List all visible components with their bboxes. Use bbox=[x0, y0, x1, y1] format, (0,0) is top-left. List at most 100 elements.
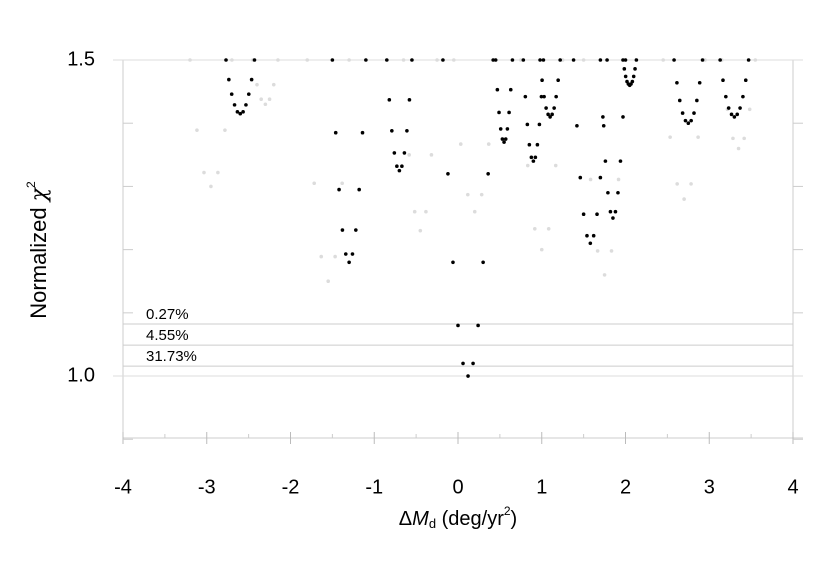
x-label-part: M bbox=[412, 508, 429, 530]
data-point bbox=[347, 58, 351, 62]
data-point bbox=[472, 209, 477, 214]
data-point bbox=[535, 142, 540, 147]
data-point bbox=[588, 241, 593, 246]
data-point bbox=[471, 361, 475, 366]
data-point bbox=[700, 58, 705, 62]
data-point bbox=[621, 58, 625, 62]
data-point bbox=[452, 58, 456, 62]
data-point bbox=[400, 164, 404, 168]
data-point bbox=[546, 226, 551, 231]
data-point bbox=[731, 136, 735, 141]
data-point bbox=[718, 58, 722, 62]
data-point bbox=[578, 175, 583, 180]
data-point bbox=[608, 209, 613, 214]
data-point bbox=[537, 122, 542, 127]
data-point bbox=[546, 112, 550, 117]
x-label-part: 2 bbox=[504, 504, 511, 518]
data-point bbox=[539, 247, 544, 252]
data-point bbox=[661, 58, 665, 62]
data-point bbox=[333, 130, 338, 135]
data-point bbox=[392, 151, 397, 155]
data-point bbox=[682, 197, 686, 201]
data-point bbox=[385, 58, 389, 62]
data-point bbox=[479, 192, 484, 197]
data-point bbox=[503, 137, 508, 141]
data-point bbox=[216, 170, 220, 175]
data-point bbox=[736, 146, 741, 151]
data-point bbox=[747, 107, 752, 112]
data-point bbox=[337, 187, 341, 192]
data-point bbox=[601, 115, 605, 119]
data-point bbox=[743, 78, 748, 83]
x-label-part: Δ bbox=[399, 508, 412, 530]
y-axis-label: Normalized χ2 bbox=[24, 181, 52, 319]
data-point bbox=[521, 58, 526, 62]
data-point bbox=[340, 228, 345, 232]
data-point bbox=[230, 58, 234, 62]
data-point bbox=[695, 98, 699, 103]
data-point bbox=[606, 190, 610, 195]
data-point bbox=[675, 182, 679, 186]
data-point bbox=[677, 98, 682, 103]
data-point bbox=[531, 159, 536, 163]
data-point bbox=[609, 249, 614, 253]
data-point bbox=[602, 273, 607, 277]
data-point bbox=[523, 94, 528, 99]
data-point bbox=[598, 58, 603, 62]
data-point bbox=[525, 122, 530, 127]
data-point bbox=[686, 121, 691, 126]
data-point bbox=[508, 87, 513, 92]
data-point bbox=[405, 128, 409, 133]
data-point bbox=[581, 58, 586, 62]
data-point bbox=[340, 181, 344, 186]
data-point bbox=[611, 216, 615, 220]
data-point bbox=[223, 128, 227, 132]
data-point bbox=[387, 98, 392, 102]
data-point bbox=[689, 182, 693, 186]
data-point bbox=[227, 77, 231, 82]
data-point bbox=[510, 58, 515, 62]
data-point bbox=[595, 249, 600, 253]
data-point bbox=[726, 106, 731, 110]
data-point bbox=[395, 164, 399, 168]
data-point bbox=[202, 170, 206, 175]
x-tick-label: 0 bbox=[452, 476, 463, 498]
data-point bbox=[529, 155, 534, 160]
data-point bbox=[188, 58, 192, 62]
data-point bbox=[633, 67, 637, 71]
data-point bbox=[263, 102, 268, 107]
data-point bbox=[735, 112, 740, 117]
threshold-label: 31.73% bbox=[146, 348, 197, 365]
data-point bbox=[621, 115, 625, 119]
data-point bbox=[446, 171, 450, 176]
data-point bbox=[675, 80, 679, 85]
data-point bbox=[493, 58, 498, 62]
data-point bbox=[232, 103, 237, 107]
data-point bbox=[741, 94, 745, 99]
y-tick-label: 1.0 bbox=[67, 364, 95, 386]
data-point bbox=[616, 177, 621, 182]
data-point bbox=[588, 177, 593, 182]
x-tick-label: 2 bbox=[620, 476, 631, 498]
data-point bbox=[224, 58, 228, 62]
data-point bbox=[312, 181, 317, 186]
data-point bbox=[397, 168, 402, 173]
data-point bbox=[271, 82, 276, 87]
data-point bbox=[533, 155, 538, 160]
data-point bbox=[692, 111, 696, 115]
data-point bbox=[623, 74, 628, 79]
y-label-part: Normalized bbox=[26, 201, 51, 318]
data-point bbox=[255, 82, 259, 87]
x-tick-label: -3 bbox=[198, 476, 216, 498]
data-point bbox=[729, 112, 734, 117]
data-point bbox=[532, 226, 537, 231]
y-tick-label: 1.5 bbox=[67, 48, 95, 70]
data-point bbox=[560, 58, 565, 62]
data-point bbox=[721, 78, 725, 83]
data-point bbox=[486, 171, 490, 176]
data-point bbox=[241, 110, 245, 114]
data-point bbox=[407, 98, 412, 102]
data-point bbox=[585, 233, 589, 238]
x-tick-label: 1 bbox=[536, 476, 547, 498]
